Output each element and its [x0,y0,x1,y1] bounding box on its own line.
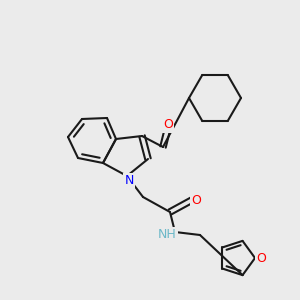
Text: O: O [191,194,201,206]
Text: O: O [256,253,266,266]
Text: NH: NH [158,229,176,242]
Text: N: N [124,175,134,188]
Text: O: O [163,118,173,131]
